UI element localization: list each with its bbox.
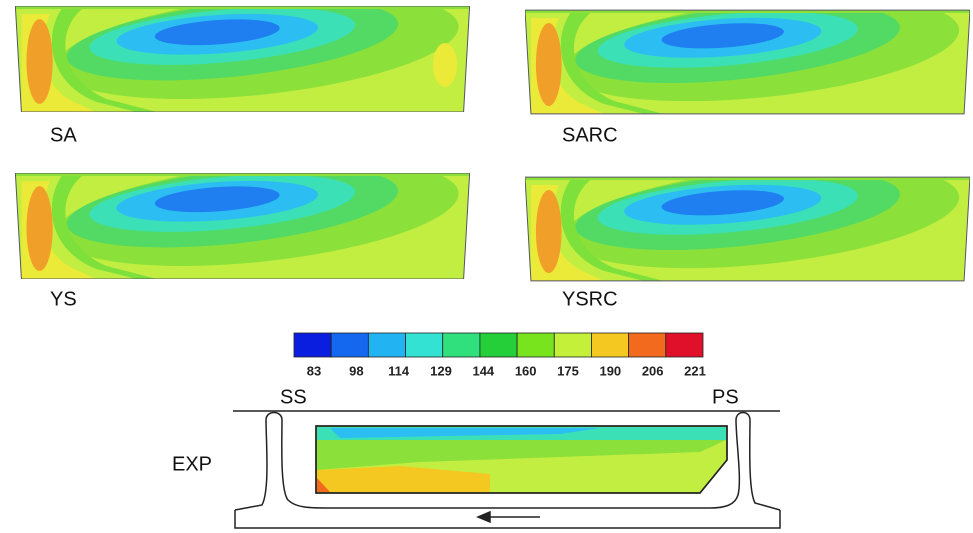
color-swatch xyxy=(628,332,667,358)
suction-side-label: SS xyxy=(280,386,307,408)
color-swatch xyxy=(330,332,369,358)
experiment-label: EXP xyxy=(172,453,212,475)
color-swatch xyxy=(405,332,444,358)
colorbar-tick-label: 190 xyxy=(599,363,621,378)
contour-plot xyxy=(525,149,970,285)
pressure-side-label: PS xyxy=(712,386,739,408)
color-swatch xyxy=(293,332,332,358)
experiment-diagram xyxy=(233,410,781,529)
color-swatch xyxy=(516,332,555,358)
panel-label: YS xyxy=(50,288,77,310)
contour-plot xyxy=(15,144,469,283)
colorbar-tick-label: 160 xyxy=(515,363,537,378)
color-swatch xyxy=(442,332,481,358)
colorbar-tick-label: 98 xyxy=(349,363,363,378)
colorbar-tick-label: 129 xyxy=(430,363,452,378)
contour-blob xyxy=(433,43,457,87)
panel-label: SA xyxy=(50,124,77,146)
color-swatch xyxy=(591,332,630,358)
contour-plot xyxy=(525,0,970,118)
color-swatch xyxy=(479,332,518,358)
color-swatch xyxy=(665,332,704,358)
colorbar-tick-label: 206 xyxy=(642,363,664,378)
colorbar-tick-label: 175 xyxy=(557,363,579,378)
color-swatch xyxy=(553,332,592,358)
colorbar: 83 98 114 129 144 160 175 190 206 221 xyxy=(293,332,706,378)
colorbar-tick-label: 221 xyxy=(684,363,706,378)
panel-label: SARC xyxy=(562,124,618,146)
panel-label: YSRC xyxy=(562,288,618,310)
colorbar-tick-label: 114 xyxy=(388,363,410,378)
contour-plot xyxy=(15,0,469,116)
colorbar-tick-label: 83 xyxy=(307,363,321,378)
color-swatch xyxy=(367,332,406,358)
colorbar-tick-label: 144 xyxy=(472,363,494,378)
